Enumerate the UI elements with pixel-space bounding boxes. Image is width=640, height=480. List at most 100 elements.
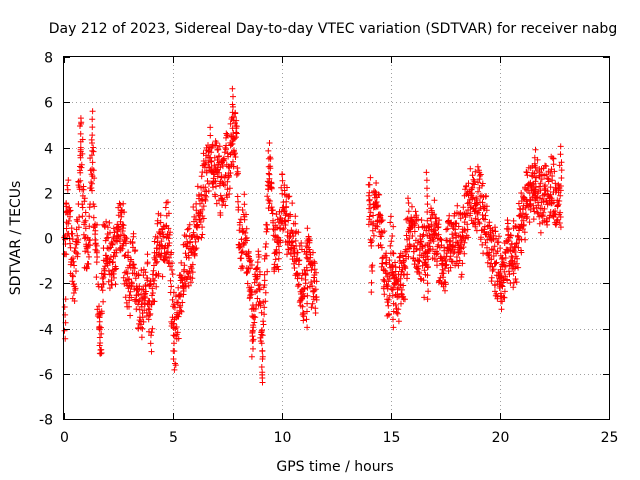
data-point <box>402 296 408 303</box>
data-point <box>368 242 375 249</box>
data-point <box>110 270 117 277</box>
data-point <box>69 236 76 243</box>
data-point <box>275 243 282 250</box>
data-point <box>243 211 249 218</box>
data-point <box>263 240 270 247</box>
data-point <box>87 242 93 249</box>
data-point <box>159 229 166 235</box>
data-point <box>223 146 229 153</box>
data-point <box>397 275 404 282</box>
data-point <box>505 226 512 233</box>
data-point <box>506 271 513 278</box>
data-point <box>180 291 187 298</box>
data-point <box>395 306 402 313</box>
data-point <box>230 163 237 170</box>
data-point <box>378 244 385 251</box>
data-point <box>90 167 97 174</box>
data-point <box>425 288 432 295</box>
data-point <box>390 316 396 323</box>
data-point <box>313 269 319 276</box>
data-point <box>393 309 400 316</box>
data-point <box>549 155 556 162</box>
data-point <box>148 348 155 355</box>
data-point <box>128 256 135 263</box>
data-point <box>431 197 438 204</box>
data-point <box>537 229 544 236</box>
data-point <box>125 285 132 292</box>
data-point <box>258 331 265 338</box>
data-point <box>82 209 89 216</box>
data-point <box>462 235 469 242</box>
data-point <box>153 283 160 290</box>
data-point <box>70 290 77 296</box>
data-point <box>198 173 205 180</box>
data-point <box>94 254 101 260</box>
data-point <box>103 218 110 225</box>
data-point <box>477 236 484 243</box>
data-point <box>469 184 476 191</box>
data-point <box>224 131 231 138</box>
data-point <box>522 236 529 243</box>
data-point <box>217 212 224 219</box>
data-point <box>387 219 394 226</box>
data-point <box>96 350 103 357</box>
data-point <box>259 327 265 333</box>
data-point <box>415 263 422 270</box>
data-point <box>476 220 483 227</box>
data-point <box>110 259 116 265</box>
data-point <box>465 200 472 206</box>
data-point <box>402 265 409 272</box>
data-point <box>79 204 86 211</box>
data-point <box>215 146 222 153</box>
data-point <box>429 246 436 253</box>
data-point <box>74 239 81 246</box>
data-point <box>377 242 384 248</box>
data-point <box>455 262 462 269</box>
data-point <box>418 238 425 245</box>
data-point <box>145 316 152 323</box>
data-point <box>247 258 253 265</box>
data-point <box>199 169 206 176</box>
data-point <box>90 148 97 155</box>
data-point <box>228 133 235 140</box>
data-point <box>554 216 561 223</box>
data-point <box>138 324 144 331</box>
data-point <box>158 238 165 245</box>
grid-lines <box>64 57 609 419</box>
data-point <box>547 169 554 176</box>
data-point <box>189 275 196 282</box>
data-point <box>86 213 93 220</box>
data-point <box>443 262 449 269</box>
data-point <box>227 170 234 176</box>
data-point <box>404 271 411 278</box>
data-point <box>421 267 428 274</box>
data-point <box>409 233 416 239</box>
data-point <box>123 240 129 247</box>
data-point <box>513 260 520 267</box>
data-point <box>261 304 268 311</box>
data-point <box>208 149 215 156</box>
data-point <box>304 308 310 315</box>
data-point <box>262 289 269 296</box>
data-point <box>387 213 394 220</box>
data-point <box>368 289 375 296</box>
data-point <box>153 259 159 266</box>
data-point <box>541 205 548 212</box>
data-point <box>163 253 169 260</box>
data-point <box>265 170 272 177</box>
data-point <box>107 254 114 260</box>
y-tick-label: 8 <box>44 51 53 67</box>
data-point <box>144 259 151 266</box>
data-point <box>279 171 286 178</box>
data-point <box>75 179 82 186</box>
data-point <box>304 292 311 299</box>
data-point <box>155 270 162 277</box>
data-point <box>151 238 158 245</box>
data-point <box>150 267 157 274</box>
data-point <box>470 176 477 183</box>
data-point <box>99 287 106 294</box>
data-point <box>479 212 486 218</box>
data-point <box>524 213 531 220</box>
data-point <box>405 195 411 202</box>
data-point <box>266 198 273 204</box>
